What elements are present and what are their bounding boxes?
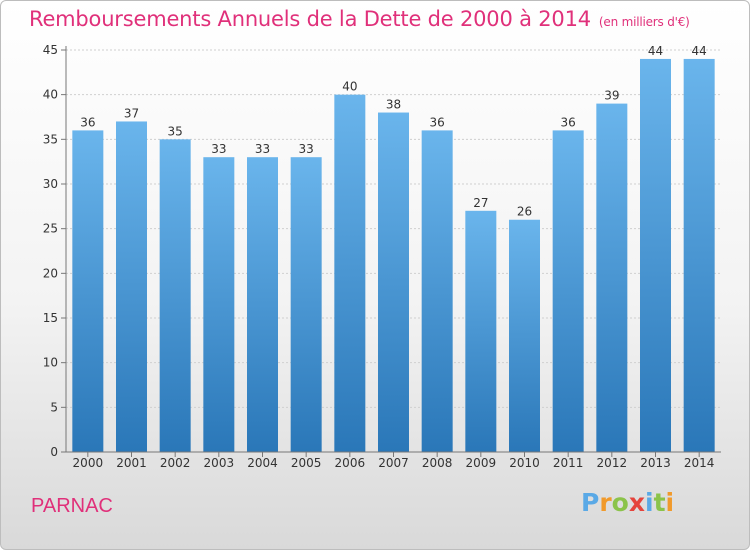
x-tick-label: 2013: [640, 456, 671, 470]
bars: [72, 58, 715, 453]
logo-letter: i: [665, 488, 675, 517]
x-tick-label: 2002: [160, 456, 191, 470]
y-tick-label: 10: [43, 356, 58, 370]
bar: [116, 121, 147, 452]
data-label: 33: [255, 142, 270, 156]
y-tick-label: 0: [50, 445, 58, 459]
logo-letter: t: [653, 488, 666, 517]
bar: [596, 103, 628, 452]
x-tick-label: 2012: [597, 456, 628, 470]
y-tick-label: 15: [43, 311, 58, 325]
bar: [465, 210, 497, 452]
y-tick-label: 45: [43, 43, 58, 57]
commune-name: PARNAC: [31, 495, 113, 517]
bar: [509, 219, 540, 452]
x-tick-label: 2003: [204, 456, 235, 470]
bar: [334, 94, 366, 453]
logo-letter: x: [628, 488, 645, 517]
proxiti-logo: Proxiti: [581, 488, 674, 517]
bar: [290, 157, 322, 452]
logo-letter: i: [645, 488, 654, 517]
y-tick-label: 35: [43, 132, 58, 146]
chart-title: Remboursements Annuels de la Dette de 20…: [29, 7, 690, 31]
data-label: 39: [604, 89, 619, 103]
bar: [683, 58, 715, 452]
data-label: 33: [211, 142, 226, 156]
data-label: 44: [692, 44, 707, 58]
y-tick-label: 5: [50, 400, 58, 414]
chart-subtitle: (en milliers d'€): [598, 15, 690, 29]
logo-letter: o: [611, 488, 629, 517]
y-tick-label: 20: [43, 266, 58, 280]
x-tick-label: 2008: [422, 456, 453, 470]
y-tick-label: 30: [43, 177, 58, 191]
data-label: 36: [80, 115, 95, 129]
data-label: 37: [124, 106, 139, 120]
data-label: 44: [648, 44, 663, 58]
x-tick-label: 2000: [73, 456, 104, 470]
y-tick-label: 25: [43, 222, 58, 236]
data-label: 35: [168, 124, 183, 138]
data-label: 36: [430, 115, 445, 129]
x-tick-label: 2011: [553, 456, 584, 470]
logo-letter: P: [581, 488, 600, 517]
axes: 0 5 10 15 20 25 30 35 40 45 2000 2001 2002 2003 2004 20…: [43, 43, 721, 470]
x-tick-label: 2006: [335, 456, 366, 470]
y-tick-label: 40: [43, 88, 58, 102]
x-tick-label: 2007: [378, 456, 409, 470]
chart-title-text: Remboursements Annuels de la Dette de 20…: [29, 7, 591, 31]
bar: [72, 130, 104, 452]
data-label: 36: [561, 115, 576, 129]
data-label: 26: [517, 205, 532, 219]
x-tick-label: 2014: [684, 456, 715, 470]
data-label: 38: [386, 98, 401, 112]
x-tick-label: 2005: [291, 456, 322, 470]
logo-letter: r: [599, 488, 612, 517]
bar: [378, 112, 409, 453]
x-tick-label: 2004: [247, 456, 278, 470]
data-label: 33: [299, 142, 314, 156]
bar: [203, 157, 235, 452]
x-tick-label: 2010: [509, 456, 540, 470]
bar: [640, 58, 671, 452]
data-label: 27: [473, 196, 488, 210]
x-tick-label: 2001: [116, 456, 147, 470]
bar: [247, 157, 278, 452]
data-labels: 36 37 35 33 33 33 40 38 36 27 26 36 39 44 44: [80, 44, 707, 219]
bar: [552, 130, 584, 452]
data-label: 40: [342, 80, 357, 94]
x-tick-label: 2009: [466, 456, 497, 470]
bar: [159, 139, 191, 453]
bar: [421, 130, 453, 452]
